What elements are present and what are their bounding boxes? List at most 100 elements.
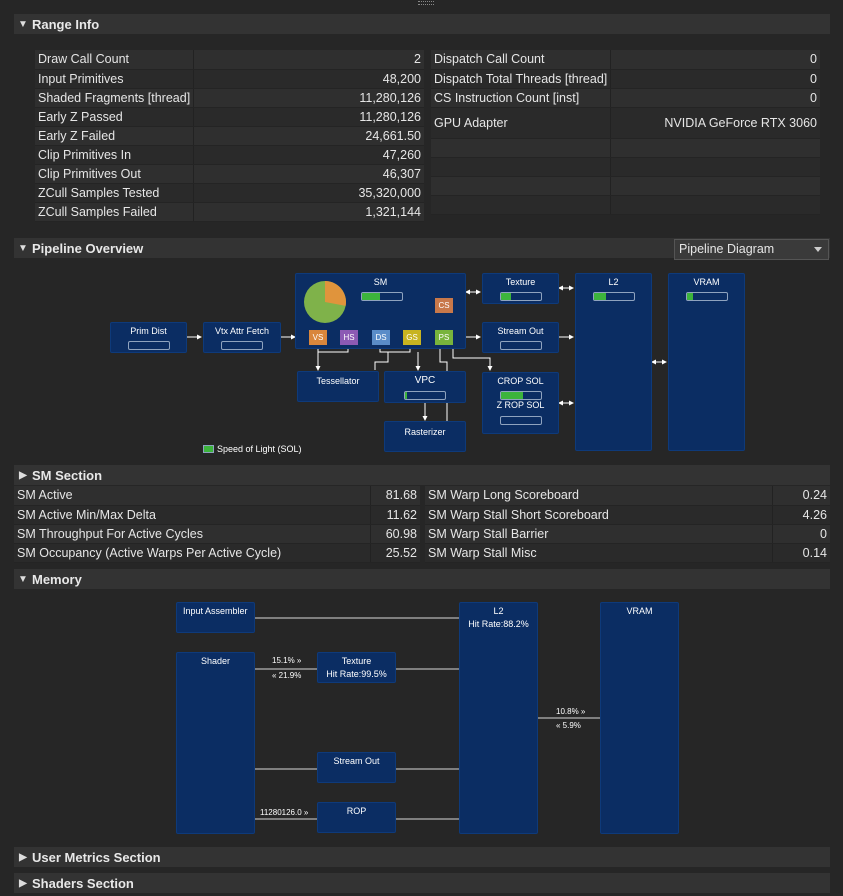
rop-in-rate: 11280126.0 » (260, 808, 309, 817)
table-row (431, 195, 820, 215)
metric-value: 81.68 (370, 486, 420, 506)
metric-label (431, 195, 612, 215)
metric-label: SM Occupancy (Active Warps Per Active Cy… (14, 543, 371, 563)
metric-value: 46,307 (193, 164, 424, 184)
zrop-sol-label: Z ROP SOL (496, 400, 545, 410)
input-assembler-box[interactable]: Input Assembler (176, 602, 255, 633)
gs-stage[interactable]: GS (403, 330, 421, 345)
section-header-pipeline-overview[interactable]: ▼ Pipeline Overview (14, 238, 830, 258)
vpc-box[interactable]: VPC (384, 371, 466, 403)
metric-label: Input Primitives (35, 69, 195, 89)
stream-out-box[interactable]: Stream Out (482, 322, 559, 353)
memory-texture-box[interactable]: Texture Hit Rate:99.5% (317, 652, 396, 683)
prim-dist-label: Prim Dist (130, 326, 167, 336)
table-row: SM Warp Long Scoreboard 0.24 (425, 486, 830, 506)
table-row: ZCull Samples Tested 35,320,000 (35, 183, 424, 203)
vram-sol-bar (686, 292, 728, 301)
sol-legend-label: Speed of Light (SOL) (217, 444, 302, 454)
range-info-right-table: Dispatch Call Count 0 Dispatch Total Threa… (431, 50, 820, 215)
memory-stream-out-box[interactable]: Stream Out (317, 752, 396, 783)
cs-stage[interactable]: CS (435, 298, 453, 313)
section-header-range-info[interactable]: ▼ Range Info (14, 14, 830, 34)
table-row: SM Warp Stall Barrier 0 (425, 524, 830, 544)
table-row: Early Z Passed 11,280,126 (35, 107, 424, 127)
metric-value: 4.26 (772, 505, 830, 525)
metric-value: 0 (610, 88, 820, 108)
sm-label: SM (373, 277, 388, 287)
metric-label: SM Warp Stall Short Scoreboard (425, 505, 774, 525)
stream-out-sol-bar (500, 341, 542, 350)
metric-value: 11,280,126 (193, 107, 424, 127)
shader-texture-in-rate: « 21.9% (272, 671, 302, 680)
l2-vram-in-rate: « 5.9% (556, 721, 581, 730)
vtx-attr-fetch-box[interactable]: Vtx Attr Fetch (203, 322, 281, 353)
vram-label: VRAM (693, 277, 720, 287)
metric-value: 47,260 (193, 145, 424, 165)
ps-stage[interactable]: PS (435, 330, 453, 345)
section-header-memory[interactable]: ▼ Memory (14, 569, 830, 589)
hs-stage[interactable]: HS (340, 330, 358, 345)
vs-stage[interactable]: VS (309, 330, 327, 345)
crop-sol-bar (500, 391, 542, 400)
table-row: Input Primitives 48,200 (35, 69, 424, 89)
shader-texture-out-rate: 15.1% » (272, 656, 302, 665)
metric-value: 48,200 (193, 69, 424, 89)
memory-vram-box[interactable]: VRAM (600, 602, 679, 834)
metric-value (610, 195, 820, 215)
texture-box[interactable]: Texture (482, 273, 559, 304)
section-title: Shaders Section (32, 875, 134, 891)
section-title: User Metrics Section (32, 849, 161, 865)
section-header-sm[interactable]: ▶ SM Section (14, 465, 830, 485)
crop-zrop-box[interactable]: CROP SOL Z ROP SOL (482, 372, 559, 434)
shader-box[interactable]: Shader (176, 652, 255, 834)
table-row: Shaded Fragments [thread] 11,280,126 (35, 88, 424, 108)
prim-dist-box[interactable]: Prim Dist (110, 322, 187, 353)
metric-label (431, 157, 612, 177)
l2-box[interactable]: L2 (575, 273, 652, 451)
l2-label: L2 (608, 277, 619, 287)
chevron-down-icon (814, 247, 822, 252)
ds-stage[interactable]: DS (372, 330, 390, 345)
panel-resize-grip[interactable] (418, 1, 434, 5)
chevron-down-icon: ▼ (18, 573, 28, 585)
metric-label: SM Warp Long Scoreboard (425, 486, 774, 506)
texture-hit-rate: Hit Rate:99.5% (326, 669, 387, 679)
metric-value: 0 (610, 69, 820, 89)
shader-label: Shader (200, 656, 231, 666)
sm-box[interactable]: SM CS VS HS DS GS PS (295, 273, 466, 349)
metric-label: Clip Primitives Out (35, 164, 195, 184)
l2-sol-bar (593, 292, 635, 301)
metric-label: SM Warp Stall Barrier (425, 524, 774, 544)
chevron-down-icon: ▼ (18, 242, 28, 254)
l2-hit-rate: Hit Rate:88.2% (468, 619, 529, 629)
metric-value (610, 138, 820, 158)
vram-box[interactable]: VRAM (668, 273, 745, 451)
metric-label: GPU Adapter (431, 107, 612, 139)
table-row: Early Z Failed 24,661.50 (35, 126, 424, 146)
tessellator-box[interactable]: Tessellator (297, 371, 379, 402)
memory-vram-label: VRAM (626, 606, 653, 616)
metric-value: 25.52 (370, 543, 420, 563)
table-row (431, 157, 820, 177)
pipeline-view-select[interactable]: Pipeline Diagram (674, 239, 829, 260)
metric-label: ZCull Samples Tested (35, 183, 195, 203)
metric-value: 60.98 (370, 524, 420, 544)
memory-l2-box[interactable]: L2 Hit Rate:88.2% (459, 602, 538, 834)
metric-label: Early Z Passed (35, 107, 195, 127)
metric-value: 2 (193, 50, 424, 70)
metric-label: Dispatch Call Count (431, 50, 612, 70)
metric-value: 11,280,126 (193, 88, 424, 108)
rop-box[interactable]: ROP (317, 802, 396, 833)
metric-value: 0.24 (772, 486, 830, 506)
metric-label: SM Active (14, 486, 371, 506)
metric-value: 24,661.50 (193, 126, 424, 146)
section-title: SM Section (32, 467, 103, 483)
table-row: ZCull Samples Failed 1,321,144 (35, 202, 424, 222)
rasterizer-box[interactable]: Rasterizer (384, 421, 466, 452)
table-row: Draw Call Count 2 (35, 50, 424, 70)
section-header-user-metrics[interactable]: ▶ User Metrics Section (14, 847, 830, 867)
section-header-shaders[interactable]: ▶ Shaders Section (14, 873, 830, 893)
table-row (431, 138, 820, 158)
metric-value: 1,321,144 (193, 202, 424, 222)
chevron-right-icon: ▶ (19, 851, 27, 863)
